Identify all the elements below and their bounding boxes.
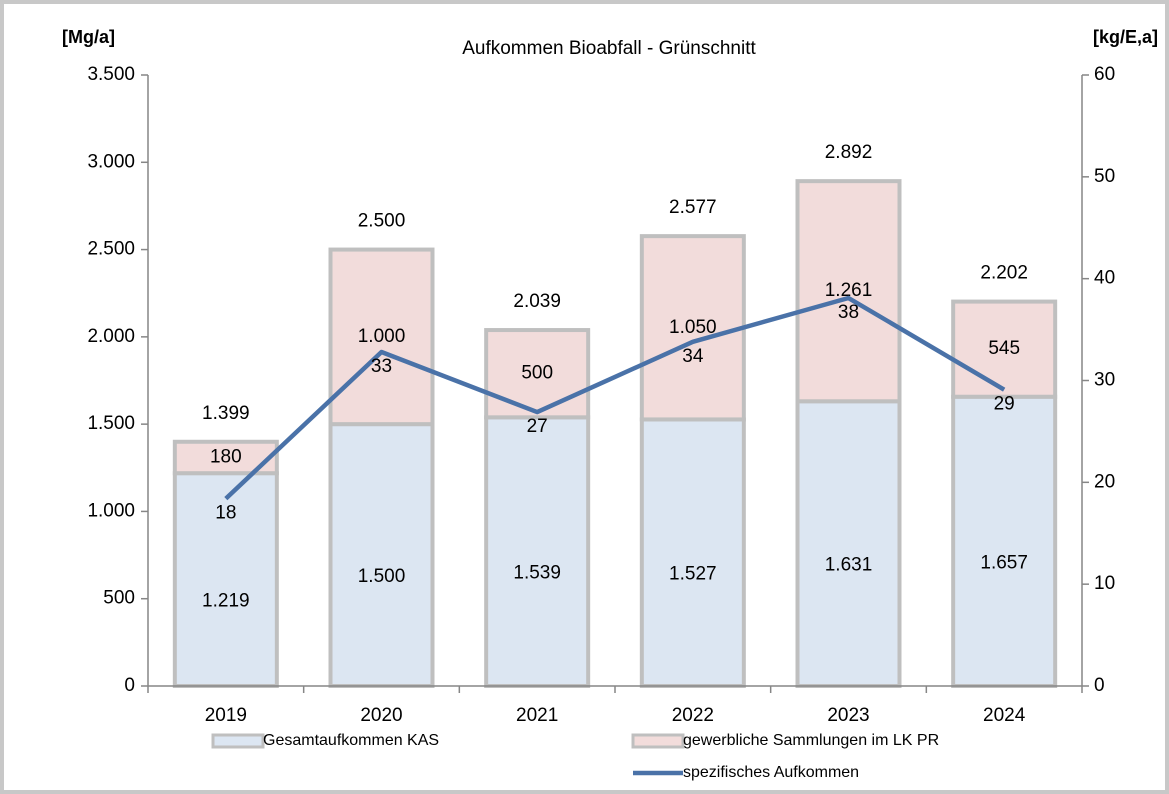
legend-label: spezifisches Aufkommen [683, 764, 859, 781]
line-series [224, 295, 1006, 501]
line-data-label: 27 [527, 416, 548, 437]
x-tick-label: 2024 [983, 705, 1026, 726]
data-label: 1.000 [358, 326, 406, 347]
bar-segment [484, 415, 591, 688]
chart-title: Aufkommen Bioabfall - Grünschnitt [462, 38, 756, 59]
data-label: 1.527 [669, 564, 717, 585]
y-tick-label: 2.000 [87, 326, 135, 347]
y-axis-label: [Mg/a] [62, 27, 115, 47]
y-tick-label: 0 [124, 675, 135, 696]
total-label: 2.577 [669, 197, 717, 218]
y2-tick-label: 60 [1094, 64, 1115, 85]
y2-tick-label: 10 [1094, 573, 1115, 594]
line-data-label: 33 [371, 356, 392, 377]
bar-segment [951, 394, 1058, 688]
legend-label: Gesamtaufkommen KAS [263, 732, 439, 749]
total-label: 1.399 [202, 403, 250, 424]
y-tick-label: 3.500 [87, 64, 135, 85]
bar-segment [328, 422, 435, 688]
data-label: 1.657 [980, 552, 1028, 573]
data-label: 1.219 [202, 591, 250, 612]
bar-segment [328, 247, 435, 427]
y2-tick-label: 0 [1094, 675, 1105, 696]
x-tick-label: 2022 [672, 705, 714, 726]
total-label: 2.892 [825, 142, 873, 163]
bar-segment [639, 417, 746, 688]
data-label: 545 [988, 338, 1020, 359]
data-label: 1.500 [358, 566, 406, 587]
y-tick-label: 3.000 [87, 151, 135, 172]
x-tick-label: 2020 [360, 705, 402, 726]
bar-segment [795, 399, 902, 688]
legend-label: gewerbliche Sammlungen im LK PR [683, 732, 939, 749]
y2-tick-label: 40 [1094, 268, 1115, 289]
data-label: 1.631 [825, 555, 873, 576]
data-label: 500 [521, 363, 553, 384]
data-label: 1.261 [825, 280, 873, 301]
data-label: 1.539 [513, 563, 561, 584]
line-data-label: 18 [215, 503, 236, 524]
x-tick-label: 2021 [516, 705, 558, 726]
data-label: 180 [210, 447, 242, 468]
line-data-label: 34 [682, 346, 704, 367]
y2-axis-label: [kg/E,a] [1093, 27, 1158, 47]
total-label: 2.202 [980, 263, 1028, 284]
y-tick-label: 500 [103, 588, 135, 609]
line-data-label: 29 [994, 394, 1015, 415]
y2-tick-label: 20 [1094, 471, 1115, 492]
y2-tick-label: 50 [1094, 166, 1115, 187]
total-label: 2.500 [358, 211, 406, 232]
bar-segment [172, 471, 279, 688]
bar-segment [951, 299, 1058, 399]
line-data-label: 38 [838, 302, 859, 323]
y-tick-label: 1.500 [87, 413, 135, 434]
legend-swatch [631, 733, 685, 749]
y2-tick-label: 30 [1094, 370, 1115, 391]
legend-swatch [211, 733, 265, 749]
y-tick-label: 2.500 [87, 239, 135, 260]
y-tick-label: 1.000 [87, 500, 135, 521]
data-label: 1.050 [669, 317, 717, 338]
bar-segment [484, 328, 591, 420]
bar-segment [795, 179, 902, 404]
total-label: 2.039 [513, 291, 561, 312]
x-tick-label: 2019 [205, 705, 247, 726]
x-tick-label: 2023 [827, 705, 869, 726]
